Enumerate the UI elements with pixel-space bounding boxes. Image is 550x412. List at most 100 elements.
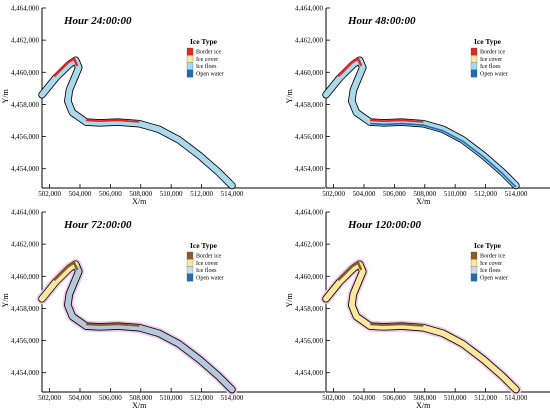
legend-label: Border ice	[480, 254, 505, 260]
x-tick-label: 504,000	[353, 190, 376, 198]
legend-title: Ice Type	[190, 37, 218, 46]
legend-swatch	[470, 259, 478, 267]
legend-label: Ice floes	[196, 63, 217, 70]
panel-4: 4,454,000 4,456,000 4,458,000 4,460,000 4,46…	[285, 209, 550, 410]
border-ice	[53, 261, 79, 282]
border-ice	[337, 57, 363, 78]
x-tick-label: 508,000	[413, 394, 436, 402]
border-ice	[86, 323, 140, 327]
x-axis-label: X/m	[132, 197, 147, 206]
legend-label: Ice floes	[480, 63, 501, 70]
border-ice	[337, 261, 363, 282]
legend-label: Ice cover	[196, 57, 218, 63]
x-tick-label: 506,000	[99, 190, 122, 198]
x-tick-label: 502,000	[38, 190, 61, 198]
legend-swatch	[470, 47, 478, 56]
y-tick-label: 4,464,000	[11, 5, 40, 13]
y-axis-label: Y/m	[1, 89, 10, 104]
y-tick-label: 4,458,000	[11, 101, 40, 109]
legend-swatch	[186, 47, 194, 56]
x-tick-label: 514,000	[221, 190, 244, 198]
x-tick-label: 512,000	[474, 190, 497, 198]
border-ice	[370, 119, 424, 123]
legend-label: Ice floes	[196, 267, 217, 274]
river-ice	[323, 261, 519, 393]
river-ice	[323, 57, 519, 189]
x-axis-label: X/m	[132, 401, 147, 410]
x-tick-label: 506,000	[383, 190, 406, 198]
panel-1: 4,454,000 4,456,000 4,458,000 4,460,000 4,46…	[1, 5, 325, 206]
x-tick-label: 510,000	[444, 190, 467, 198]
y-axis-label: Y/m	[1, 293, 10, 308]
legend-swatch	[470, 266, 478, 275]
legend-label: Ice cover	[480, 261, 502, 267]
x-tick-label: 504,000	[353, 394, 376, 402]
legend-swatch	[186, 55, 194, 63]
legend-title: Ice Type	[474, 241, 502, 250]
legend-swatch	[186, 259, 194, 267]
y-tick-label: 4,458,000	[11, 305, 40, 313]
y-tick-label: 4,462,000	[11, 241, 40, 249]
x-tick-label: 508,000	[129, 394, 152, 402]
x-tick-label: 504,000	[69, 394, 92, 402]
y-tick-label: 4,456,000	[11, 133, 40, 141]
y-tick-label: 4,458,000	[295, 101, 324, 109]
x-axis-label: X/m	[416, 197, 431, 206]
x-tick-label: 510,000	[444, 394, 467, 402]
x-tick-label: 506,000	[383, 394, 406, 402]
river-open-water	[370, 122, 517, 188]
panel-title: Hour 120:00:00	[347, 219, 422, 231]
legend-swatch	[470, 251, 478, 260]
x-tick-label: 508,000	[129, 190, 152, 198]
x-tick-label: 512,000	[190, 394, 213, 402]
y-tick-label: 4,458,000	[295, 305, 324, 313]
y-tick-label: 4,454,000	[11, 369, 40, 377]
x-axis-label: X/m	[416, 401, 431, 410]
x-tick-label: 506,000	[99, 394, 122, 402]
y-tick-label: 4,460,000	[295, 69, 324, 77]
legend-swatch	[186, 62, 194, 71]
y-tick-label: 4,462,000	[295, 37, 324, 45]
x-tick-label: 508,000	[413, 190, 436, 198]
legend-label: Ice cover	[196, 261, 218, 267]
x-tick-label: 502,000	[322, 394, 345, 402]
legend-label: Open water	[196, 276, 224, 282]
legend-label: Open water	[196, 72, 224, 78]
legend-swatch	[470, 69, 478, 78]
x-tick-label: 512,000	[474, 394, 497, 402]
x-tick-label: 502,000	[322, 190, 345, 198]
y-tick-label: 4,456,000	[11, 337, 40, 345]
border-ice	[53, 57, 79, 78]
y-tick-label: 4,462,000	[11, 37, 40, 45]
legend-swatch	[470, 62, 478, 71]
legend-label: Ice floes	[480, 267, 501, 274]
panel-2: 4,454,000 4,456,000 4,458,000 4,460,000 4,46…	[285, 5, 550, 206]
y-axis-label: Y/m	[285, 89, 294, 104]
y-tick-label: 4,460,000	[295, 273, 324, 281]
y-tick-label: 4,464,000	[295, 5, 324, 13]
river-ice	[39, 57, 235, 189]
legend-swatch	[470, 273, 478, 282]
x-tick-label: 514,000	[221, 394, 244, 402]
legend-swatch	[186, 273, 194, 282]
legend-swatch	[186, 69, 194, 78]
border-ice	[370, 323, 424, 327]
legend-title: Ice Type	[190, 241, 218, 250]
y-tick-label: 4,454,000	[11, 165, 40, 173]
y-tick-label: 4,462,000	[295, 241, 324, 249]
legend-swatch	[470, 55, 478, 63]
y-tick-label: 4,460,000	[11, 69, 40, 77]
legend-swatch	[186, 251, 194, 260]
y-axis-label: Y/m	[285, 293, 294, 308]
x-tick-label: 514,000	[505, 394, 528, 402]
legend-label: Border ice	[196, 50, 221, 56]
x-tick-label: 502,000	[38, 394, 61, 402]
legend-label: Ice cover	[480, 57, 502, 63]
border-ice	[86, 119, 140, 123]
panel-3: 4,454,000 4,456,000 4,458,000 4,460,000 4,46…	[1, 209, 325, 410]
legend-label: Border ice	[196, 254, 221, 260]
legend-swatch	[186, 266, 194, 275]
river-ice-cover	[39, 261, 79, 302]
legend-label: Open water	[480, 276, 508, 282]
y-tick-label: 4,456,000	[295, 337, 324, 345]
